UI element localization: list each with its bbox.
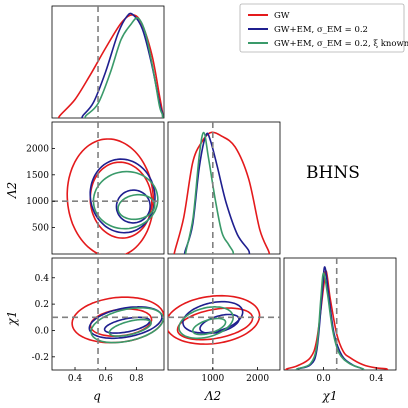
panel-content-q	[57, 12, 164, 118]
contour-q_L2-GWEMxi-1	[117, 193, 156, 221]
curve-layer	[57, 12, 389, 370]
ylabel-chi1: χ1	[5, 311, 19, 327]
panel-frame-chi1	[283, 257, 397, 371]
panel-frame-L2	[167, 121, 281, 255]
ytick-label-chi1-0.2: 0.2	[35, 300, 49, 310]
contour-L2_chi1-GW-0	[168, 294, 261, 345]
ytick-label-L2-1500: 1500	[26, 171, 49, 181]
panel-content-q_L2	[66, 138, 159, 254]
contour-L2_chi1-GWEM-0	[182, 300, 244, 334]
marginal-q-GWEM	[81, 12, 164, 118]
legend-box	[239, 3, 405, 53]
xlabel-lambda2: Λ2	[204, 389, 221, 403]
ytick-label-chi1-0.4: 0.4	[35, 274, 50, 284]
panel-content-L2	[173, 131, 271, 254]
contour-q_L2-GWEM-0	[89, 158, 156, 234]
xtick-label-L2-1000: 1000	[201, 374, 224, 384]
contour-q_L2-GWEM-1	[115, 189, 151, 224]
contour-q_chi1-GWEM-0	[88, 306, 163, 340]
marginal-L2-GWEMxi	[184, 131, 235, 254]
legend-label-gw: GW	[274, 11, 290, 21]
bhns-annotation: BHNS	[306, 163, 360, 183]
panel-content-L2_chi1	[168, 294, 261, 345]
contour-L2_chi1-GWEMxi-1	[191, 317, 227, 336]
contour-q_chi1-GWEMxi-1	[108, 318, 152, 337]
xtick-label-q-0.8: 0.8	[129, 374, 144, 384]
contour-L2_chi1-GWEMxi-0	[178, 306, 235, 340]
ytick-label-chi1--0.2: -0.2	[32, 353, 49, 363]
ytick-label-L2-1000: 1000	[26, 197, 49, 207]
panel-frame-L2_chi1	[167, 257, 281, 371]
contour-L2_chi1-GWEM-1	[199, 313, 240, 335]
xtick-label-L2-2000: 2000	[246, 374, 269, 384]
marginal-q-GWEMxi	[84, 17, 164, 118]
marginal-chi1-GW	[285, 270, 389, 370]
ytick-label-chi1-0: 0.0	[35, 326, 50, 336]
xtick-label-q-0.6: 0.6	[99, 374, 114, 384]
marginal-q-GW	[57, 14, 164, 118]
ytick-label-L2-2000: 2000	[26, 144, 49, 154]
ylabel-lambda2: Λ2	[5, 182, 19, 199]
contour-q_L2-GW-0	[66, 138, 155, 254]
panel-content-q_chi1	[71, 296, 164, 344]
marginal-L2-GWEM	[183, 132, 251, 254]
panel-content-chi1	[285, 266, 389, 370]
panel-frame-q_L2	[51, 121, 165, 255]
legend: GW GW+EM, σ_EM = 0.2 GW+EM, σ_EM = 0.2, …	[239, 3, 408, 53]
panel-frame-q	[51, 5, 165, 119]
ytick-label-L2-500: 500	[32, 224, 49, 234]
contour-q_chi1-GWEMxi-0	[90, 306, 164, 344]
xlabel-chi1: χ1	[322, 389, 338, 403]
marginal-chi1-GWEM	[295, 266, 365, 370]
xtick-label-chi1-0: 0.0	[316, 374, 331, 384]
tick-layer: 500 1000 1500 2000 -0.2 0.0 0.2 0.4 0.4 0.6 0.8 100…	[26, 144, 384, 384]
contour-q_L2-GWEMxi-0	[92, 170, 159, 230]
xtick-label-chi1-0.4: 0.4	[369, 374, 384, 384]
marginal-chi1-GWEMxi	[295, 272, 365, 370]
truth-line-layer	[52, 6, 338, 370]
legend-label-gwem: GW+EM, σ_EM = 0.2	[274, 25, 368, 35]
xtick-label-q-0.4: 0.4	[68, 374, 83, 384]
marginal-L2-GW	[173, 131, 271, 254]
contour-L2_chi1-GW-1	[176, 307, 254, 341]
legend-label-gwem-xi: GW+EM, σ_EM = 0.2, ξ known	[274, 39, 408, 49]
xlabel-q: q	[93, 389, 101, 403]
